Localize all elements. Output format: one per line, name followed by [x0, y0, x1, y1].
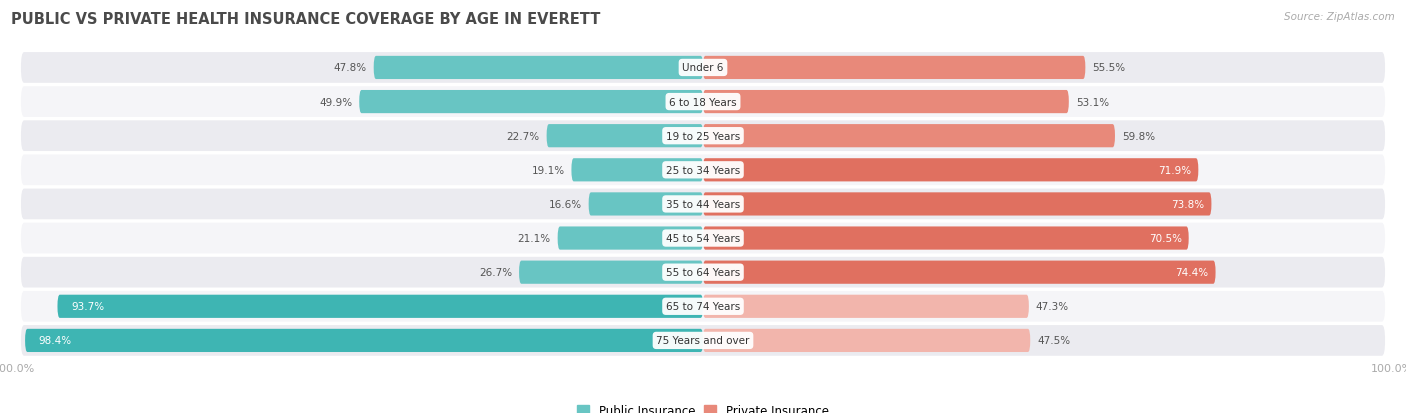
FancyBboxPatch shape: [21, 257, 1385, 288]
Text: 26.7%: 26.7%: [479, 268, 512, 278]
Text: 98.4%: 98.4%: [39, 336, 72, 346]
Text: 59.8%: 59.8%: [1122, 131, 1154, 141]
FancyBboxPatch shape: [558, 227, 703, 250]
FancyBboxPatch shape: [703, 159, 1198, 182]
Text: 74.4%: 74.4%: [1175, 268, 1209, 278]
Text: 47.3%: 47.3%: [1036, 301, 1069, 311]
Text: 47.8%: 47.8%: [333, 63, 367, 73]
FancyBboxPatch shape: [21, 121, 1385, 152]
FancyBboxPatch shape: [21, 87, 1385, 118]
Text: 21.1%: 21.1%: [517, 233, 551, 243]
FancyBboxPatch shape: [25, 329, 703, 352]
Text: 45 to 54 Years: 45 to 54 Years: [666, 233, 740, 243]
Text: 93.7%: 93.7%: [72, 301, 104, 311]
FancyBboxPatch shape: [703, 295, 1029, 318]
Text: 55 to 64 Years: 55 to 64 Years: [666, 268, 740, 278]
FancyBboxPatch shape: [703, 91, 1069, 114]
FancyBboxPatch shape: [703, 57, 1085, 80]
Text: 22.7%: 22.7%: [506, 131, 540, 141]
Text: 19.1%: 19.1%: [531, 166, 565, 176]
Text: 47.5%: 47.5%: [1038, 336, 1070, 346]
Text: 53.1%: 53.1%: [1076, 97, 1109, 107]
Text: 55.5%: 55.5%: [1092, 63, 1125, 73]
FancyBboxPatch shape: [703, 329, 1031, 352]
Text: PUBLIC VS PRIVATE HEALTH INSURANCE COVERAGE BY AGE IN EVERETT: PUBLIC VS PRIVATE HEALTH INSURANCE COVER…: [11, 12, 600, 27]
Text: 25 to 34 Years: 25 to 34 Years: [666, 166, 740, 176]
FancyBboxPatch shape: [547, 125, 703, 148]
FancyBboxPatch shape: [21, 189, 1385, 220]
Text: 49.9%: 49.9%: [319, 97, 353, 107]
Text: 71.9%: 71.9%: [1159, 166, 1191, 176]
FancyBboxPatch shape: [21, 291, 1385, 322]
Text: 35 to 44 Years: 35 to 44 Years: [666, 199, 740, 209]
FancyBboxPatch shape: [703, 261, 1216, 284]
FancyBboxPatch shape: [21, 325, 1385, 356]
FancyBboxPatch shape: [21, 53, 1385, 83]
Text: Source: ZipAtlas.com: Source: ZipAtlas.com: [1284, 12, 1395, 22]
FancyBboxPatch shape: [359, 91, 703, 114]
Text: 6 to 18 Years: 6 to 18 Years: [669, 97, 737, 107]
FancyBboxPatch shape: [589, 193, 703, 216]
Legend: Public Insurance, Private Insurance: Public Insurance, Private Insurance: [572, 399, 834, 413]
Text: 16.6%: 16.6%: [548, 199, 582, 209]
Text: Under 6: Under 6: [682, 63, 724, 73]
Text: 73.8%: 73.8%: [1171, 199, 1205, 209]
Text: 19 to 25 Years: 19 to 25 Years: [666, 131, 740, 141]
FancyBboxPatch shape: [58, 295, 703, 318]
FancyBboxPatch shape: [703, 227, 1188, 250]
Text: 75 Years and over: 75 Years and over: [657, 336, 749, 346]
FancyBboxPatch shape: [571, 159, 703, 182]
FancyBboxPatch shape: [374, 57, 703, 80]
FancyBboxPatch shape: [21, 223, 1385, 254]
FancyBboxPatch shape: [703, 125, 1115, 148]
Text: 65 to 74 Years: 65 to 74 Years: [666, 301, 740, 311]
FancyBboxPatch shape: [21, 155, 1385, 186]
Text: 70.5%: 70.5%: [1149, 233, 1182, 243]
FancyBboxPatch shape: [703, 193, 1212, 216]
FancyBboxPatch shape: [519, 261, 703, 284]
